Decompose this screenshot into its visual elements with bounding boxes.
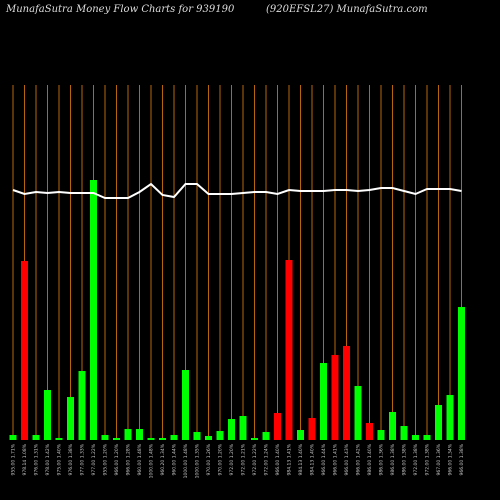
bar xyxy=(101,435,109,440)
bar xyxy=(366,423,373,440)
bar xyxy=(159,438,166,440)
bar xyxy=(297,430,304,440)
x-tick-label: 976.00 1.31% xyxy=(34,443,40,475)
x-tick-label: 1000.00 1.48% xyxy=(149,443,155,478)
bar xyxy=(124,429,132,440)
bar xyxy=(9,435,17,440)
x-tick-label: 960.00 1.48% xyxy=(137,443,143,475)
x-tick-label: 984.13 1.41% xyxy=(287,443,293,475)
x-tick-label: 975.00 1.40% xyxy=(57,443,63,475)
bar xyxy=(170,435,178,440)
x-tick-label: 970.00 1.20% xyxy=(218,443,224,475)
bar xyxy=(147,438,155,440)
x-tick-label: 972.00 1.20% xyxy=(229,443,235,475)
bar xyxy=(354,386,362,440)
bar xyxy=(331,355,339,440)
x-tick-label: 970.00 1.26% xyxy=(206,443,212,475)
bar xyxy=(193,432,201,440)
x-tick-label: 972.00 1.38% xyxy=(413,443,419,475)
chart-title: MunafaSutra Money Flow Charts for 939190 xyxy=(5,4,235,15)
x-tick-label: 978.00 1.42% xyxy=(45,443,51,475)
x-tick-label: 955.00 1.20% xyxy=(103,443,109,475)
bar xyxy=(458,307,465,440)
bar xyxy=(228,419,235,440)
x-tick-label: 966.00 1.20% xyxy=(114,443,120,475)
bar xyxy=(182,370,189,440)
bar xyxy=(377,430,385,440)
x-labels: 955.00 1.71% 978.14 1.08% 976.00 1.31% 978.… xyxy=(11,443,466,478)
x-tick-label: 966.00 1.41% xyxy=(333,443,339,475)
x-tick-label: 986.00 1.40% xyxy=(367,443,373,475)
bar xyxy=(423,435,431,440)
bar xyxy=(435,405,442,440)
x-tick-label: 984.13 1.40% xyxy=(298,443,304,475)
x-tick-label: 984.13 1.40% xyxy=(310,443,316,475)
x-tick-label: 972.00 1.24% xyxy=(264,443,270,475)
x-tick-label: 966.00 1.28% xyxy=(126,443,132,475)
x-tick-label: 1000.00 1.48% xyxy=(183,443,189,478)
bar xyxy=(343,346,350,440)
x-tick-label: 986.00 1.36% xyxy=(379,443,385,475)
bar xyxy=(136,429,143,440)
x-tick-label: 966.00 1.40% xyxy=(275,443,281,475)
line xyxy=(12,182,462,199)
x-tick-label: 976.00 1.38% xyxy=(68,443,74,475)
x-tick-label: 978.14 1.08% xyxy=(22,443,28,475)
bar xyxy=(308,418,316,440)
x-tick-label: 967.00 1.36% xyxy=(436,443,442,475)
bar xyxy=(90,180,97,440)
bar xyxy=(400,426,408,440)
bar xyxy=(113,438,120,440)
x-tick-label: 972.00 1.21% xyxy=(241,443,247,475)
bars xyxy=(9,180,465,440)
chart-subtitle: (920EFSL27) MunafaSutra.com xyxy=(266,4,428,15)
x-tick-label: 966.00 1.42% xyxy=(356,443,362,475)
bar xyxy=(274,413,281,440)
x-tick-label: 960.20 1.34% xyxy=(160,443,166,475)
x-tick-label: 977.00 1.22% xyxy=(91,443,97,475)
bar xyxy=(21,261,28,440)
bar xyxy=(285,260,293,440)
bar xyxy=(44,390,51,440)
bar xyxy=(32,435,40,440)
bar xyxy=(262,432,270,440)
bar xyxy=(55,438,63,440)
x-tick-label: 977.00 1.33% xyxy=(80,443,86,475)
bar xyxy=(216,431,224,440)
x-tick-label: 986.00 1.38% xyxy=(390,443,396,475)
x-tick-label: 966.00 1.34% xyxy=(448,443,454,475)
x-tick-label: 955.00 1.71% xyxy=(11,443,17,475)
bar xyxy=(251,438,258,440)
bar xyxy=(320,363,327,440)
x-tick-label: 1000.00 1.35% xyxy=(195,443,201,478)
bar xyxy=(67,397,74,440)
bar xyxy=(412,435,419,440)
x-tick-label: 966.00 1.44% xyxy=(321,443,327,475)
bar xyxy=(389,412,396,440)
bar xyxy=(239,416,247,440)
x-tick-label: 972.00 1.38% xyxy=(425,443,431,475)
x-tick-label: 966.00 1.43% xyxy=(344,443,350,475)
x-tick-label: 972.00 1.22% xyxy=(252,443,258,475)
bar xyxy=(78,371,86,440)
bar xyxy=(205,436,212,440)
x-tick-label: 960.00 1.44% xyxy=(172,443,178,475)
x-tick-label: 966.00 1.38% xyxy=(459,443,465,475)
bar xyxy=(446,395,454,440)
x-tick-label: 986.00 1.38% xyxy=(402,443,408,475)
